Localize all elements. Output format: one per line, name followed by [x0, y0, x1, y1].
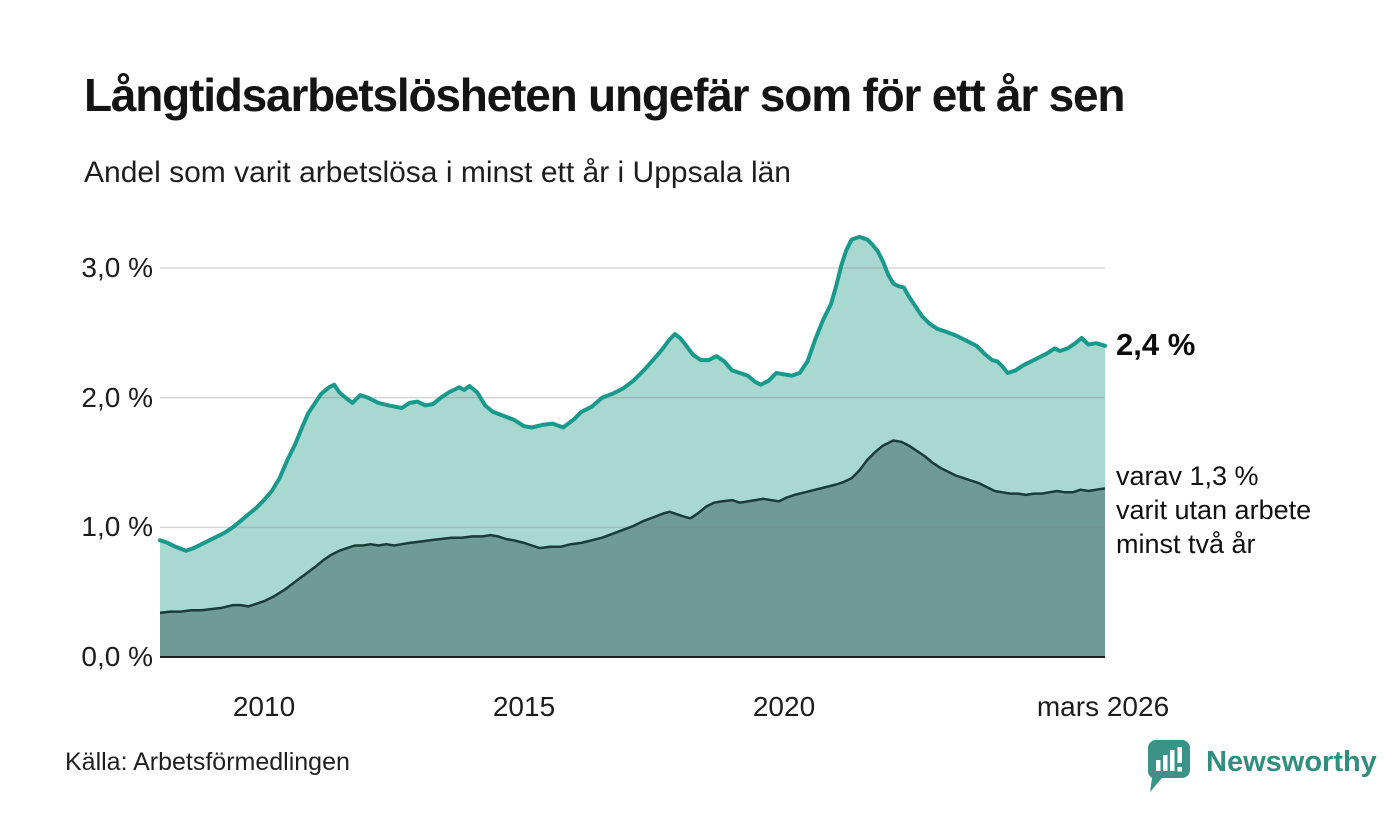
- chart-title: Långtidsarbetslösheten ungefär som för e…: [84, 69, 1126, 121]
- x-tick-2015: 2015: [492, 691, 556, 722]
- x-tick-2020: 2020: [752, 691, 816, 722]
- lower-series-line: [159, 439, 1106, 615]
- end-note-line-2: varit utan arbete: [1116, 495, 1312, 525]
- lower-series-area: [160, 440, 1105, 657]
- y-tick-2: 2,0 %: [81, 382, 153, 413]
- newsworthy-logo-icon: [1147, 740, 1190, 792]
- end-value-label: 2,4 %: [1116, 326, 1196, 362]
- source-text: Källa: Arbetsförmedlingen: [65, 748, 350, 776]
- y-tick-1: 1,0 %: [81, 511, 153, 542]
- x-tick-mars-2026: mars 2026: [1036, 691, 1170, 722]
- y-tick-0: 0,0 %: [81, 641, 153, 672]
- newsworthy-logo-text: Newsworthy: [1206, 746, 1377, 778]
- y-tick-3: 3,0 %: [81, 252, 153, 283]
- chart-subtitle: Andel som varit arbetslösa i minst ett å…: [84, 156, 791, 189]
- newsworthy-logo[interactable]: Newsworthy: [1146, 738, 1377, 794]
- upper-series-line: [158, 234, 1107, 553]
- end-note-line-3: minst två år: [1116, 529, 1256, 559]
- end-note-label: varav 1,3 % varit utan arbete minst två …: [1116, 459, 1311, 561]
- end-note-line-1: varav 1,3 %: [1116, 461, 1259, 491]
- x-tick-2010: 2010: [232, 691, 296, 722]
